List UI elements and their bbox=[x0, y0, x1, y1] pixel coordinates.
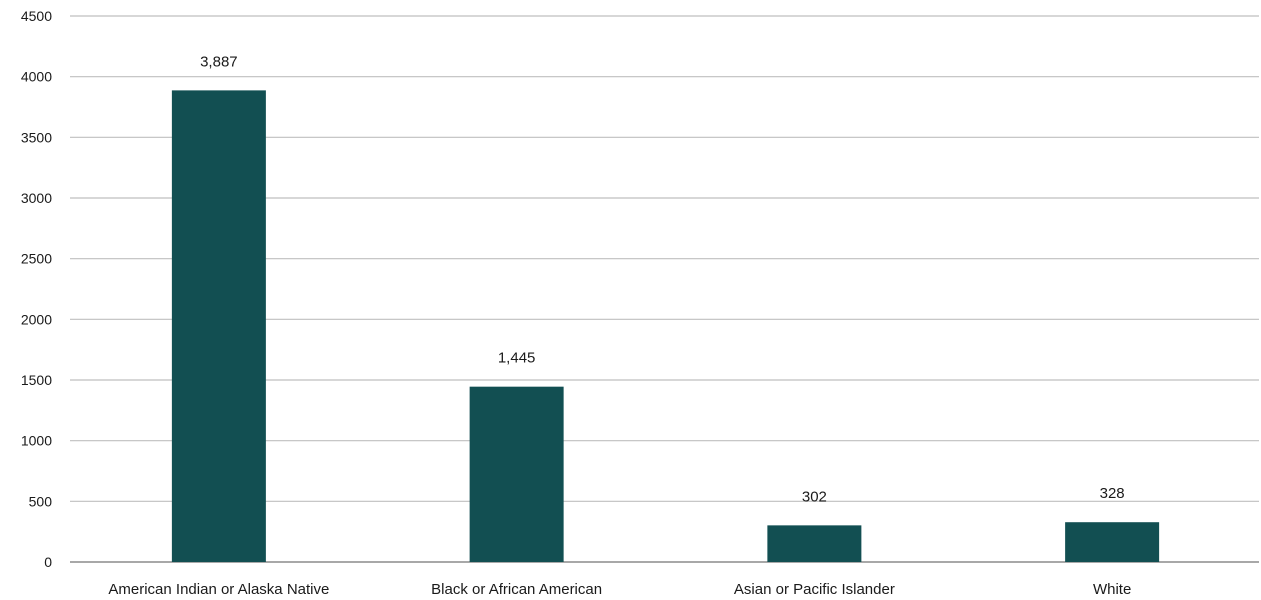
x-axis-categories: American Indian or Alaska Native Black or… bbox=[108, 581, 1131, 598]
data-labels: 3,887 1,445 302 328 bbox=[200, 53, 1125, 505]
data-label: 328 bbox=[1100, 485, 1125, 502]
y-tick-label: 0 bbox=[44, 554, 52, 570]
bars bbox=[171, 90, 1160, 563]
data-label: 302 bbox=[802, 488, 827, 505]
x-category-label: Asian or Pacific Islander bbox=[734, 581, 895, 598]
x-category-label: Black or African American bbox=[431, 581, 602, 598]
x-category-label: American Indian or Alaska Native bbox=[108, 581, 329, 598]
bar bbox=[469, 386, 564, 562]
bar bbox=[1065, 522, 1160, 562]
y-tick-label: 1000 bbox=[21, 433, 52, 449]
y-tick-label: 3500 bbox=[21, 129, 52, 145]
y-tick-label: 3000 bbox=[21, 190, 52, 206]
data-label: 1,445 bbox=[498, 350, 536, 367]
y-tick-label: 500 bbox=[29, 493, 53, 509]
bar bbox=[767, 525, 862, 562]
y-axis-ticks: 0 500 1000 1500 2000 2500 3000 3500 4000 4500 bbox=[21, 8, 52, 570]
y-tick-label: 4500 bbox=[21, 8, 52, 24]
y-tick-label: 2500 bbox=[21, 251, 52, 267]
y-tick-label: 2000 bbox=[21, 311, 52, 327]
bar bbox=[171, 90, 266, 563]
x-category-label: White bbox=[1093, 581, 1131, 598]
data-label: 3,887 bbox=[200, 53, 238, 70]
y-tick-label: 1500 bbox=[21, 372, 52, 388]
gridlines bbox=[70, 15, 1259, 563]
y-tick-label: 4000 bbox=[21, 69, 52, 85]
